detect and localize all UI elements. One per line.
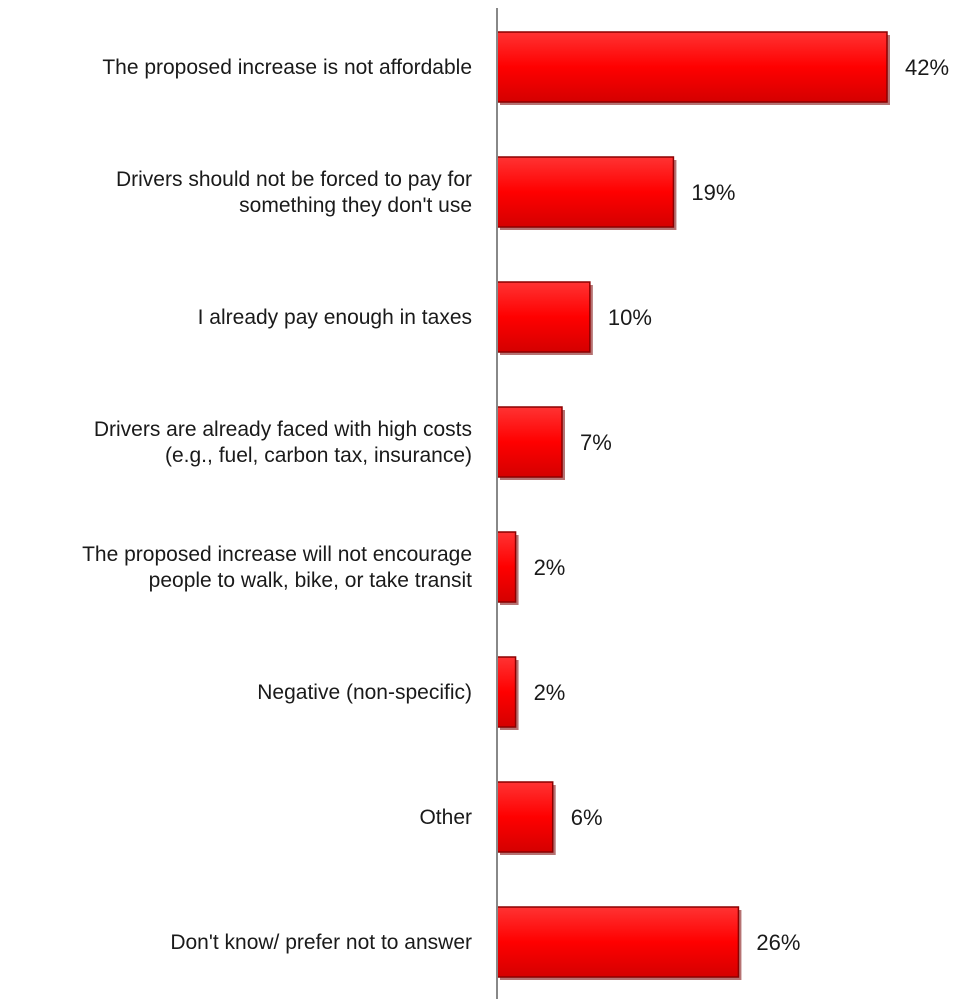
category-label-line: Negative (non-specific) [257,681,472,704]
category-label-line: The proposed increase will not encourage [82,543,472,566]
value-label-1: 42% [905,55,949,80]
category-label-line: people to walk, bike, or take transit [149,569,473,592]
category-label-6: Negative (non-specific) [257,681,472,704]
bars-group [497,32,890,980]
bar-6 [497,657,516,727]
category-label-line: something they don't use [239,194,472,217]
bar-5 [497,532,516,602]
category-label-line: I already pay enough in taxes [198,306,472,329]
category-label-2: Drivers should not be forced to pay for s… [116,168,472,217]
bar-8 [497,907,738,977]
bar-7 [497,782,553,852]
value-label-7: 6% [571,805,603,830]
category-label-3: I already pay enough in taxes [198,306,472,329]
value-label-8: 26% [756,930,800,955]
value-label-6: 2% [534,680,566,705]
bar-2 [497,157,673,227]
category-label-line: Don't know/ prefer not to answer [170,931,472,954]
category-label-line: Drivers are already faced with high cost… [94,418,472,441]
category-labels-group: The proposed increase is not affordable D… [82,56,472,954]
value-label-3: 10% [608,305,652,330]
category-label-line: The proposed increase is not affordable [102,56,472,79]
value-label-5: 2% [534,555,566,580]
category-label-7: Other [419,806,472,829]
category-label-4: Drivers are already faced with high cost… [94,418,472,467]
value-label-2: 19% [691,180,735,205]
bar-4 [497,407,562,477]
category-label-5: The proposed increase will not encourage… [82,543,472,592]
bar-3 [497,282,590,352]
bar-1 [497,32,887,102]
category-label-line: Drivers should not be forced to pay for [116,168,472,191]
category-label-line: (e.g., fuel, carbon tax, insurance) [165,444,472,467]
category-label-8: Don't know/ prefer not to answer [170,931,472,954]
category-label-1: The proposed increase is not affordable [102,56,472,79]
category-label-line: Other [419,806,472,829]
value-label-4: 7% [580,430,612,455]
